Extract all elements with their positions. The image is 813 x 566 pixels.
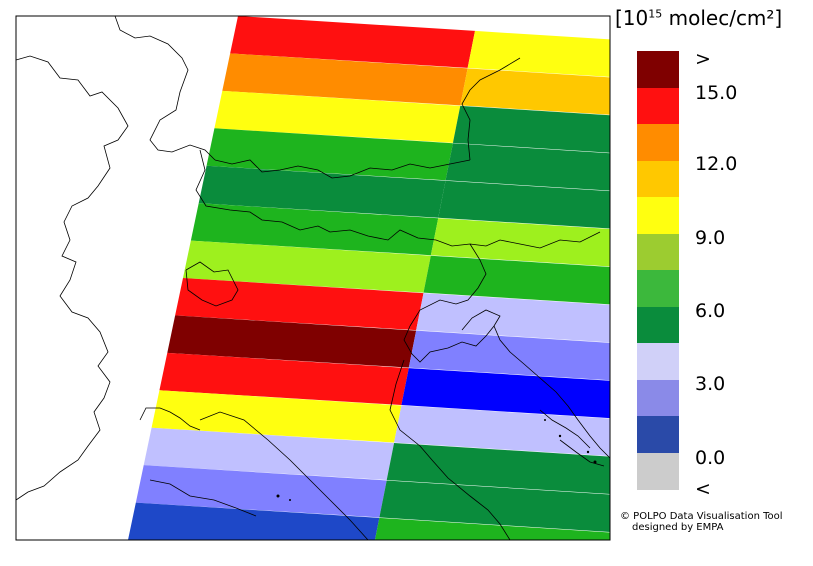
legend-swatch [637,270,679,307]
legend-tick-0: 0.0 [695,447,726,469]
legend-tick-6: 6.0 [695,300,726,322]
legend-swatch [637,87,679,125]
legend-tick-9: 9.0 [695,227,726,249]
legend-swatch [637,124,679,161]
swath-band-right [430,218,610,267]
swath-band-left [183,240,431,293]
credit-line-2: designed by EMPA [632,522,724,533]
legend-title-prefix: [10 [615,6,649,30]
swath-band-left [222,53,468,106]
swath-band-right [416,293,610,343]
legend-swatch [637,197,679,234]
legend-tick-below: < [695,478,711,500]
legend-swatch [637,343,679,380]
legend-swatch [637,379,679,417]
swath-band-right [394,405,610,457]
swath-band-left [151,390,402,443]
swath-band-right [467,30,610,77]
credit-line-1: © POLPO Data Visualisation Tool [620,511,783,522]
islands [276,419,597,501]
swath-band-right [379,480,610,532]
swath-band-right [438,180,610,229]
swath-band-left [159,352,409,406]
legend-title: [1015 molec/cm²] [615,6,782,30]
swath-band-left [128,502,380,540]
legend-swatch [637,51,679,88]
legend-swatch [637,416,679,453]
swath-band-right [460,68,610,115]
swath-band-left [167,315,417,368]
legend-swatch [637,233,679,271]
legend-swatch [637,306,679,344]
swath-band-left [214,90,461,143]
legend-swatch [637,160,679,198]
satellite-swath [128,16,610,540]
swath-band-right [445,143,610,191]
swath-band-left [143,427,395,480]
legend-title-exponent: 15 [648,7,663,21]
country-borders [15,15,611,541]
swath-band-right [401,368,610,419]
legend-title-unit: molec/cm²] [662,6,783,30]
swath-band-left [190,203,439,256]
legend-tick-3: 3.0 [695,373,726,395]
swath-band-left [206,128,453,181]
legend-tick-15: 15.0 [695,82,738,104]
swath-band-left [198,165,446,218]
legend-tick-above: > [695,48,711,70]
swath-band-right [452,105,610,153]
swath-band-right [386,442,610,495]
legend-tick-12: 12.0 [695,153,738,175]
swath-band-right [374,517,610,540]
swath-band-right [423,255,610,305]
swath-band-left [230,16,475,68]
swath-band-left [135,465,387,518]
legend-swatch [637,452,679,490]
map-frame [15,15,611,541]
